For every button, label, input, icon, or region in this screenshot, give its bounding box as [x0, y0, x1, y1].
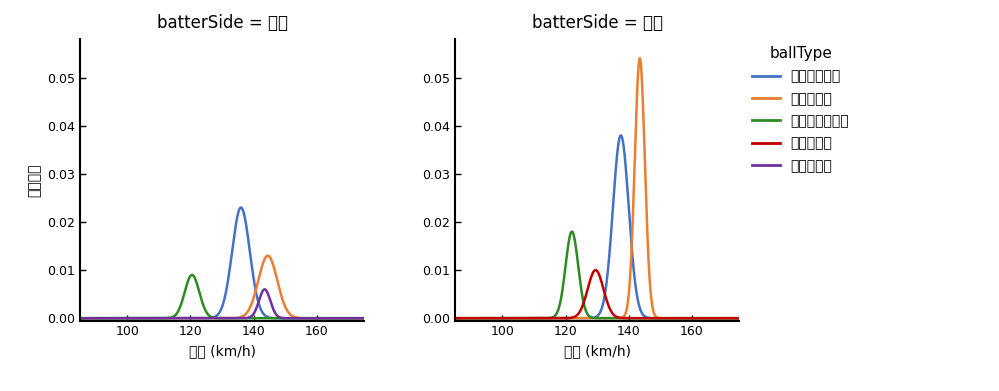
Title: batterSide = 左打: batterSide = 左打: [157, 14, 288, 32]
Y-axis label: 確率密度: 確率密度: [28, 163, 42, 197]
X-axis label: 球速 (km/h): 球速 (km/h): [563, 344, 630, 358]
Title: batterSide = 右打: batterSide = 右打: [531, 14, 662, 32]
Legend: カットボール, ストレート, ナックルカーブ, スプリット, ツーシーム: カットボール, ストレート, ナックルカーブ, スプリット, ツーシーム: [752, 46, 849, 173]
X-axis label: 球速 (km/h): 球速 (km/h): [189, 344, 256, 358]
